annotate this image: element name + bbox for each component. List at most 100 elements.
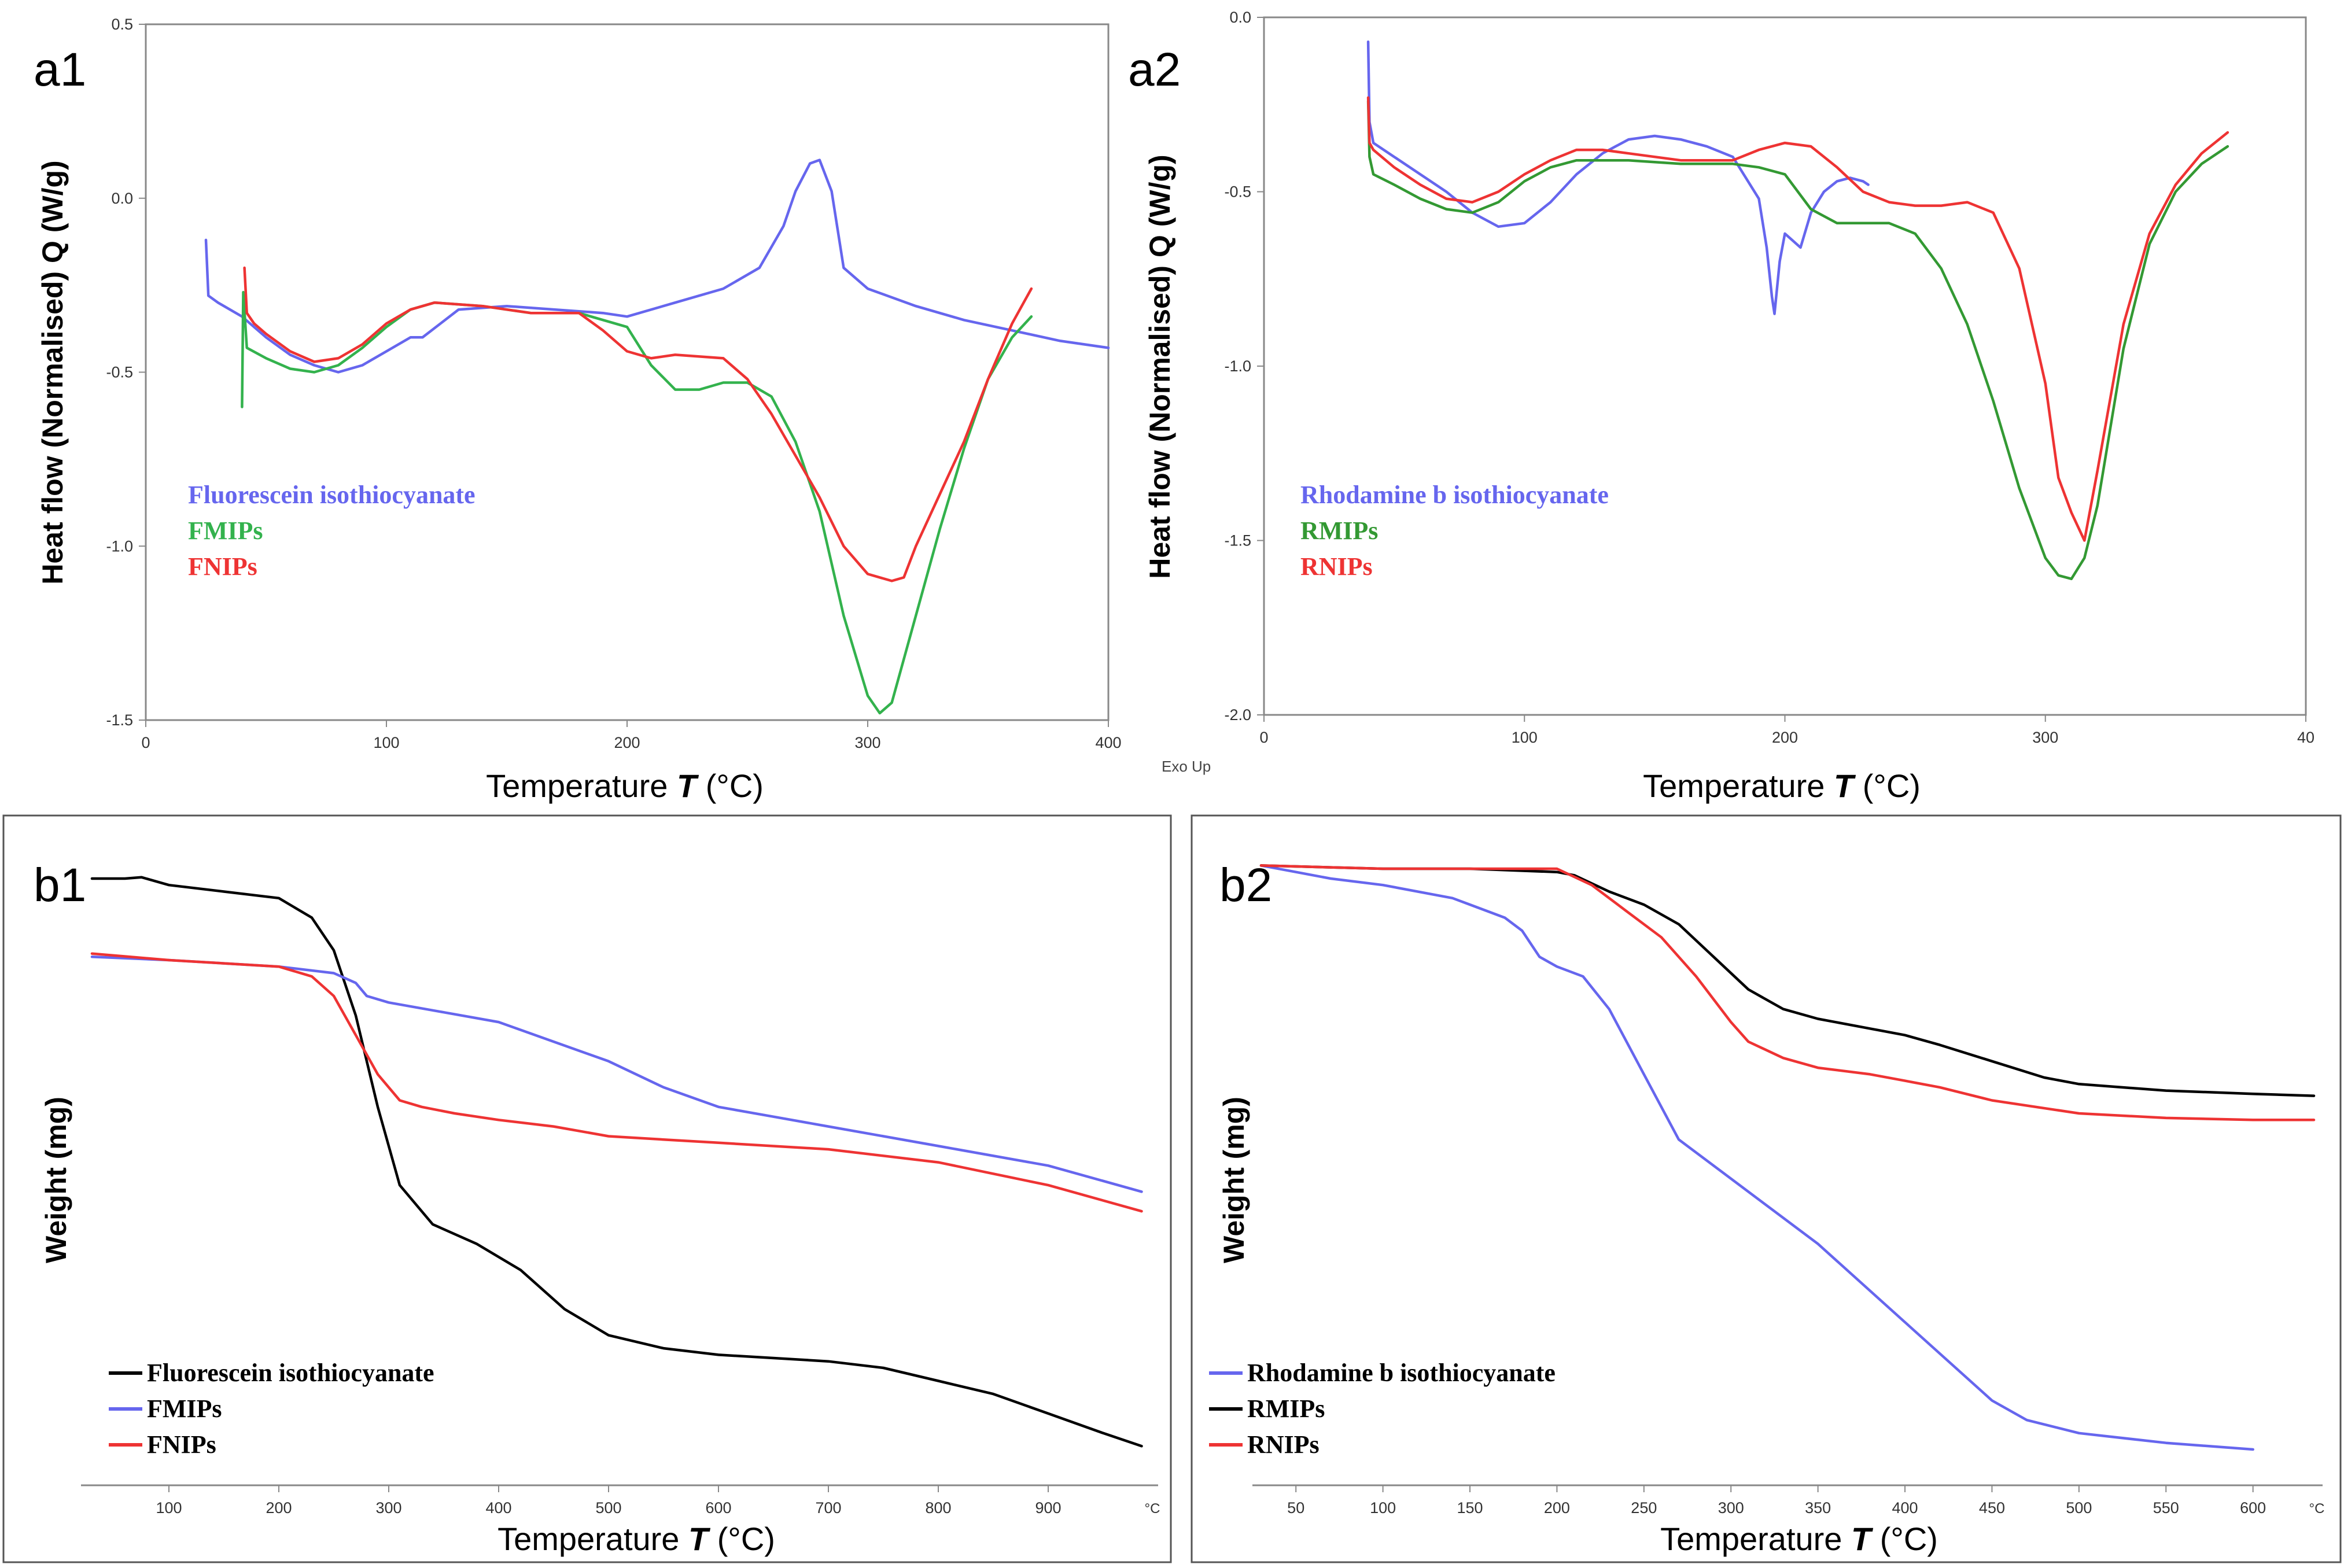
x-tick-label: 250 [1631,1499,1657,1517]
x-tick-label: 50 [1287,1499,1304,1517]
y-tick-label: -0.5 [1224,183,1251,201]
x-tick-label: 350 [1805,1499,1831,1517]
x-axis-label: Temperature T (°C) [486,768,764,804]
legend-entry: FNIPs [188,552,257,581]
x-tick-label: 100 [1512,729,1538,746]
x-tick-label: 100 [373,734,399,751]
x-tick-label: 200 [266,1499,292,1517]
legend-entry: FMIPs [188,516,263,545]
series-line [1259,864,2316,1121]
x-axis-label-unit: (°C) [1871,1521,1938,1557]
x-axis-label-unit: (°C) [1853,768,1921,804]
series-line [90,876,1143,1448]
x-tick-label: 400 [1892,1499,1918,1517]
x-tick-label: 40 [2297,729,2314,746]
panel-label: b2 [1219,859,1272,912]
x-tick-label: 300 [375,1499,401,1517]
x-tick-label: 0 [141,734,150,751]
panel-frame [1191,814,2342,1563]
x-tick-label: 500 [2066,1499,2092,1517]
x-axis-label-text: Temperature [486,768,677,804]
x-tick-label: 300 [1718,1499,1744,1517]
legend-entry: FNIPs [147,1430,216,1459]
y-axis-label: Heat flow (Normalised) Q (W/g) [36,160,69,584]
x-tick-label: 800 [925,1499,951,1517]
x-tick-label: 400 [1095,734,1121,751]
x-axis-label: Temperature T (°C) [1660,1521,1938,1557]
legend: Fluorescein isothiocyanate FMIPs FNIPs [109,1359,434,1459]
legend-entry: RMIPs [1300,516,1378,545]
x-tick-label: 600 [2240,1499,2266,1517]
legend-entry: Fluorescein isothiocyanate [188,481,476,509]
x-tick-label: 200 [614,734,640,751]
x-axis-label-var: T [1851,1521,1874,1557]
y-tick-label: -2.0 [1224,706,1251,724]
x-tick-label: 0 [1259,729,1268,746]
x-tick-unit: °C [1145,1501,1160,1517]
x-axis-label-var: T [677,768,699,804]
x-axis-label-var: T [1834,768,1856,804]
legend-entry: Fluorescein isothiocyanate [147,1359,434,1387]
chart-b2: 50 100 150 200 250 300 350 400 450 500 550 600 °C b2 W… [1191,814,2342,1563]
exo-up-label: Exo Up [1162,758,1211,775]
x-tick-label: 400 [485,1499,511,1517]
legend-entry: RMIPs [1247,1394,1325,1423]
series-line [1259,864,2316,1097]
x-axis-label-unit: (°C) [708,1521,775,1557]
legend-entry: RNIPs [1300,552,1373,581]
series-line [90,952,1143,1213]
series-line [1366,96,2229,542]
x-tick-label: 100 [156,1499,182,1517]
x-tick-label: 550 [2153,1499,2179,1517]
x-axis-label-text: Temperature [1643,768,1834,804]
legend-entry: Rhodamine b isothiocyanate [1247,1359,1556,1387]
x-tick-label: 100 [1370,1499,1396,1517]
x-axis-label-unit: (°C) [696,768,764,804]
chart-a2: 0 100 200 300 40 0.0 -0.5 -1.0 -1.5 -2.0 a2 Heat fl… [1128,9,2314,804]
x-tick-label: 200 [1544,1499,1570,1517]
x-tick-label: 500 [595,1499,621,1517]
x-tick-label: 450 [1979,1499,2005,1517]
panel-label: a2 [1128,43,1181,96]
y-tick-label: -0.5 [106,364,133,381]
series-line [1366,40,1870,315]
y-tick-label: -1.0 [106,537,133,555]
y-axis-label: Weight (mg) [40,1097,72,1263]
x-tick-label: 300 [2032,729,2058,746]
y-tick-label: -1.5 [1224,532,1251,549]
y-tick-label: 0.5 [111,16,133,33]
y-tick-label: 0.0 [111,190,133,207]
y-axis-label: Heat flow (Normalised) Q (W/g) [1144,154,1176,578]
y-tick-label: 0.0 [1229,9,1251,26]
x-tick-label: 700 [815,1499,841,1517]
x-axis-label-text: Temperature [497,1521,688,1557]
x-axis-label-text: Temperature [1660,1521,1851,1557]
series-line [1259,864,2254,1451]
legend-entry: Rhodamine b isothiocyanate [1300,481,1609,509]
legend: Fluorescein isothiocyanate FMIPs FNIPs [188,481,476,581]
x-tick-label: 900 [1035,1499,1061,1517]
x-axis-label-var: T [688,1521,711,1557]
x-tick-label: 200 [1772,729,1798,746]
panel-frame [2,814,1172,1563]
series-line [1366,99,2229,581]
panel-label: b1 [34,859,86,912]
legend: Rhodamine b isothiocyanate RMIPs RNIPs [1300,481,1609,581]
y-tick-label: -1.5 [106,711,133,729]
x-axis-label: Temperature T (°C) [1643,768,1921,804]
legend-entry: RNIPs [1247,1430,1320,1459]
legend-entry: FMIPs [147,1394,222,1423]
x-tick-label: 300 [854,734,880,751]
x-axis-label: Temperature T (°C) [497,1521,775,1557]
series-line [243,266,1033,582]
chart-a1: 0 100 200 300 400 0.5 0.0 -0.5 -1.0 -1.5 a1 Heat fl… [34,16,1122,804]
chart-b1: 100 200 300 400 500 600 700 800 900 °C b1 Weight (m… [2,814,1172,1563]
y-axis-label: Weight (mg) [1218,1097,1250,1263]
series-line [204,158,1110,374]
panel-label: a1 [34,43,86,96]
y-tick-label: -1.0 [1224,357,1251,375]
series-line [241,290,1033,715]
legend: Rhodamine b isothiocyanate RMIPs RNIPs [1209,1359,1556,1459]
x-tick-unit: °C [2309,1501,2325,1517]
